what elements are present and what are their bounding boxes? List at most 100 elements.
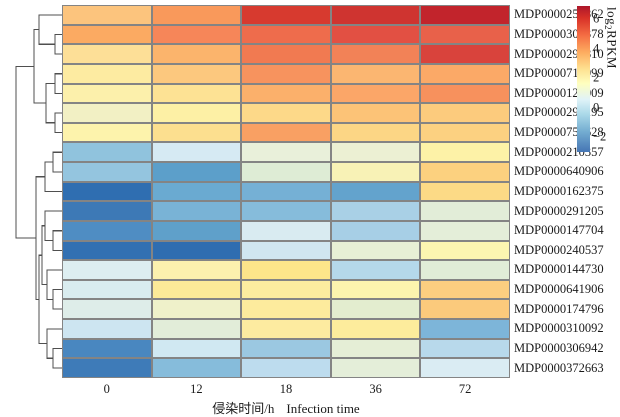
- heatmap-cell: [241, 260, 331, 280]
- heatmap-cell: [241, 201, 331, 221]
- x-tick-label: 18: [279, 382, 293, 396]
- heatmap-cell: [62, 240, 152, 261]
- heatmap-cell: [420, 181, 510, 202]
- heatmap-grid: [62, 5, 510, 378]
- x-axis-title-cn: 侵染时间/h: [212, 401, 275, 416]
- heatmap-cell: [62, 358, 152, 378]
- heatmap-cell: [241, 299, 331, 320]
- heatmap-cell: [151, 299, 242, 320]
- heatmap-cell: [420, 83, 510, 104]
- legend-tick-label: 0: [593, 100, 600, 114]
- heatmap-cell: [241, 181, 331, 202]
- heatmap-cell: [241, 319, 331, 339]
- heatmap-cell: [151, 338, 242, 359]
- heatmap-cell: [151, 142, 242, 163]
- heatmap-cell: [330, 299, 421, 320]
- row-label: MDP0000306942: [514, 340, 604, 355]
- x-tick-label: 12: [190, 382, 203, 396]
- heatmap-cell: [241, 338, 331, 359]
- heatmap-cell: [241, 142, 331, 163]
- heatmap-cell: [241, 44, 331, 64]
- heatmap-cell: [420, 103, 510, 123]
- heatmap-cell: [330, 103, 421, 123]
- heatmap-cell: [62, 122, 152, 143]
- row-label: MDP0000240537: [514, 242, 604, 257]
- heatmap-cell: [420, 142, 510, 163]
- heatmap-cell: [241, 358, 331, 378]
- heatmap-cell: [420, 279, 510, 300]
- heatmap-cell: [241, 83, 331, 104]
- heatmap-cell: [241, 162, 331, 182]
- heatmap-cell: [62, 319, 152, 339]
- x-axis-title: 侵染时间/h Infection time: [62, 398, 510, 417]
- heatmap-cell: [330, 260, 421, 280]
- heatmap-cell: [241, 240, 331, 261]
- legend-tick-label: 2: [593, 70, 600, 85]
- x-tick-label: 72: [458, 382, 472, 396]
- heatmap-cell: [420, 299, 510, 320]
- heatmap-cell: [420, 201, 510, 221]
- heatmap-cell: [420, 338, 510, 359]
- heatmap-cell: [151, 83, 242, 104]
- row-label: MDP0000291205: [514, 203, 604, 218]
- heatmap-cell: [62, 63, 152, 84]
- heatmap-cell: [62, 338, 152, 359]
- heatmap-cell: [330, 122, 421, 143]
- heatmap-cell: [330, 279, 421, 300]
- heatmap-cell: [420, 358, 510, 378]
- heatmap-cell: [420, 5, 510, 25]
- heatmap-cell: [330, 83, 421, 104]
- heatmap-cell: [241, 63, 331, 84]
- legend-title-sub: 2: [603, 25, 613, 31]
- heatmap-cell: [62, 162, 152, 182]
- legend-title: log2RPKM: [603, 7, 620, 69]
- heatmap-cell: [151, 122, 242, 143]
- legend-title-rest: RPKM: [604, 30, 620, 69]
- heatmap-cell: [330, 220, 421, 241]
- legend-tick-label: 6: [593, 11, 600, 26]
- heatmap-cell: [330, 358, 421, 378]
- legend-tick-label: 4: [593, 41, 600, 55]
- heatmap-cell: [151, 279, 242, 300]
- heatmap-cell: [330, 5, 421, 25]
- heatmap-cell: [330, 63, 421, 84]
- heatmap-cell: [151, 319, 242, 339]
- heatmap-cell: [330, 142, 421, 163]
- row-label: MDP0000174796: [514, 301, 604, 316]
- heatmap-cell: [420, 260, 510, 280]
- heatmap-cell: [241, 24, 331, 45]
- heatmap-cell: [330, 319, 421, 339]
- heatmap-cell: [330, 24, 421, 45]
- x-tick-label: 0: [103, 382, 110, 396]
- row-label: MDP0000372663: [514, 360, 604, 375]
- heatmap-cell: [330, 338, 421, 359]
- heatmap-cell: [420, 122, 510, 143]
- heatmap-cell: [62, 181, 152, 202]
- legend-tick-label: −2: [593, 129, 607, 144]
- heatmap-cell: [241, 122, 331, 143]
- heatmap-cell: [241, 220, 331, 241]
- heatmap-cell: [62, 220, 152, 241]
- heatmap-cell: [151, 260, 242, 280]
- heatmap-cell: [62, 83, 152, 104]
- heatmap-cell: [241, 5, 331, 25]
- heatmap-cell: [151, 63, 242, 84]
- heatmap-cell: [62, 5, 152, 25]
- heatmap-cell: [420, 63, 510, 84]
- heatmap-cell: [420, 220, 510, 241]
- row-label: MDP0000147704: [514, 223, 604, 238]
- x-tick-labels: 0 12 18 36 72: [62, 382, 510, 397]
- heatmap-cell: [62, 44, 152, 64]
- heatmap-cell: [62, 279, 152, 300]
- heatmap-cell: [330, 201, 421, 221]
- legend-colorbar: [577, 6, 590, 152]
- legend-title-main: log: [604, 7, 620, 26]
- heatmap-cell: [420, 44, 510, 64]
- row-label: MDP0000640906: [514, 164, 604, 179]
- heatmap-cell: [151, 103, 242, 123]
- legend-tick-labels: 6 4 2 0 −2: [593, 6, 617, 152]
- heatmap-cell: [151, 240, 242, 261]
- heatmap-cell: [330, 240, 421, 261]
- heatmap-cell: [420, 162, 510, 182]
- row-label: MDP0000641906: [514, 282, 604, 297]
